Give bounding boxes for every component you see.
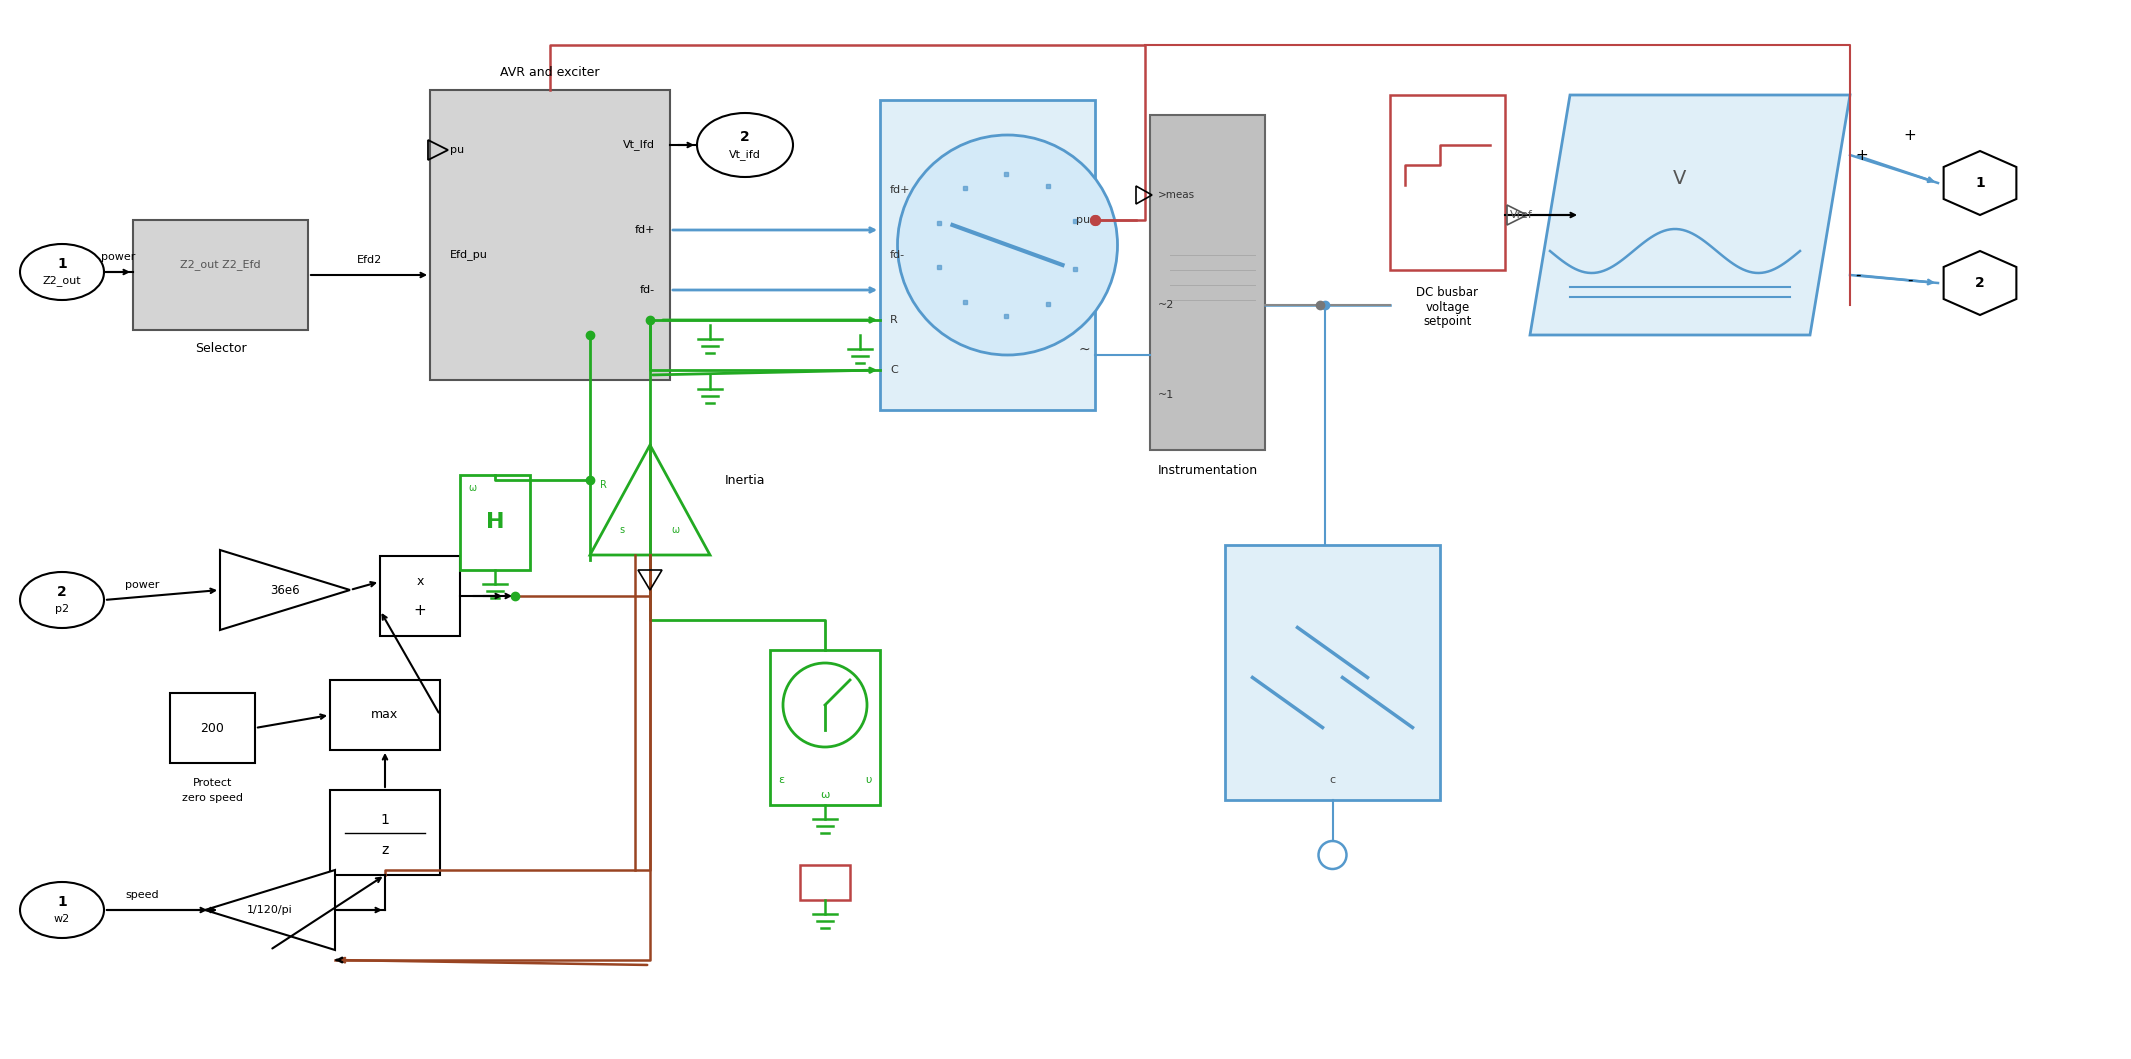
Text: +: + bbox=[1903, 127, 1916, 143]
Circle shape bbox=[1319, 841, 1347, 869]
Text: AVR and exciter: AVR and exciter bbox=[501, 66, 599, 78]
Ellipse shape bbox=[697, 113, 793, 177]
Bar bbox=[330, 790, 439, 875]
Text: p2: p2 bbox=[55, 604, 68, 614]
Text: ε: ε bbox=[778, 775, 784, 785]
Text: Efd_pu: Efd_pu bbox=[450, 250, 488, 261]
Text: 200: 200 bbox=[200, 721, 224, 735]
Polygon shape bbox=[1943, 151, 2016, 215]
Polygon shape bbox=[205, 870, 335, 950]
Text: ~2: ~2 bbox=[1157, 300, 1174, 310]
Text: DC busbar: DC busbar bbox=[1417, 286, 1479, 299]
Text: υ: υ bbox=[865, 775, 872, 785]
Text: Vref: Vref bbox=[1511, 210, 1532, 220]
Text: voltage: voltage bbox=[1426, 301, 1470, 313]
Bar bbox=[132, 220, 309, 330]
Text: +: + bbox=[1854, 147, 1867, 162]
Text: +: + bbox=[413, 603, 426, 617]
Ellipse shape bbox=[19, 882, 104, 938]
Text: 1: 1 bbox=[1975, 176, 1984, 190]
Text: 1: 1 bbox=[381, 812, 390, 827]
Bar bbox=[170, 693, 256, 762]
Text: 1: 1 bbox=[58, 895, 66, 909]
Bar bbox=[1151, 115, 1266, 450]
Text: max: max bbox=[371, 708, 398, 721]
Text: Instrumentation: Instrumentation bbox=[1157, 464, 1257, 477]
Text: 2: 2 bbox=[739, 130, 750, 144]
Text: >meas: >meas bbox=[1157, 190, 1195, 200]
Text: x: x bbox=[416, 575, 424, 588]
Text: c: c bbox=[1330, 775, 1336, 785]
Bar bbox=[799, 865, 850, 900]
Text: -: - bbox=[1854, 268, 1860, 283]
Bar bbox=[1389, 95, 1504, 270]
Text: power: power bbox=[102, 252, 136, 262]
Circle shape bbox=[782, 663, 867, 747]
Text: 1/120/pi: 1/120/pi bbox=[247, 905, 292, 915]
Text: 2: 2 bbox=[1975, 276, 1984, 290]
Circle shape bbox=[897, 134, 1117, 355]
Ellipse shape bbox=[19, 244, 104, 300]
Text: Selector: Selector bbox=[194, 341, 247, 355]
Text: fd+: fd+ bbox=[635, 225, 654, 235]
Text: power: power bbox=[126, 580, 160, 590]
Text: Vt_ifd: Vt_ifd bbox=[729, 149, 761, 161]
Text: Z2_out Z2_Efd: Z2_out Z2_Efd bbox=[181, 259, 260, 270]
Text: H: H bbox=[486, 513, 505, 533]
Text: Protect: Protect bbox=[192, 778, 232, 788]
Bar bbox=[460, 475, 531, 570]
Text: fd-: fd- bbox=[639, 285, 654, 295]
Text: ~: ~ bbox=[1078, 343, 1089, 357]
Text: fd-: fd- bbox=[891, 250, 906, 261]
Text: fd+: fd+ bbox=[891, 185, 910, 195]
Text: 1: 1 bbox=[58, 257, 66, 271]
Text: ω: ω bbox=[671, 525, 680, 535]
Bar bbox=[769, 650, 880, 805]
Bar bbox=[430, 90, 669, 380]
Text: pu: pu bbox=[1076, 215, 1089, 225]
Bar bbox=[1225, 545, 1441, 800]
Text: ω: ω bbox=[820, 790, 829, 800]
Bar bbox=[379, 556, 460, 636]
Polygon shape bbox=[590, 445, 710, 555]
Text: setpoint: setpoint bbox=[1424, 316, 1473, 328]
Text: R: R bbox=[601, 480, 607, 490]
Text: speed: speed bbox=[126, 890, 160, 900]
Bar bbox=[330, 680, 439, 750]
Text: -: - bbox=[1907, 272, 1914, 287]
Text: w2: w2 bbox=[53, 914, 70, 925]
Text: Inertia: Inertia bbox=[725, 473, 765, 486]
Text: pu: pu bbox=[450, 145, 465, 155]
Text: z: z bbox=[381, 843, 388, 857]
Polygon shape bbox=[219, 550, 349, 630]
Text: ω: ω bbox=[469, 483, 475, 493]
Polygon shape bbox=[1530, 95, 1850, 335]
Text: Vt_Ifd: Vt_Ifd bbox=[622, 140, 654, 150]
Text: s: s bbox=[620, 525, 624, 535]
Bar bbox=[880, 100, 1095, 410]
Text: V: V bbox=[1673, 169, 1688, 189]
Text: ~1: ~1 bbox=[1157, 390, 1174, 400]
Polygon shape bbox=[1943, 251, 2016, 315]
Ellipse shape bbox=[19, 572, 104, 628]
Text: zero speed: zero speed bbox=[181, 793, 243, 803]
Text: 36e6: 36e6 bbox=[271, 584, 300, 596]
Text: 2: 2 bbox=[58, 585, 66, 599]
Text: Efd2: Efd2 bbox=[356, 255, 381, 265]
Text: R: R bbox=[891, 315, 897, 325]
Text: Z2_out: Z2_out bbox=[43, 275, 81, 286]
Text: C: C bbox=[891, 365, 897, 375]
